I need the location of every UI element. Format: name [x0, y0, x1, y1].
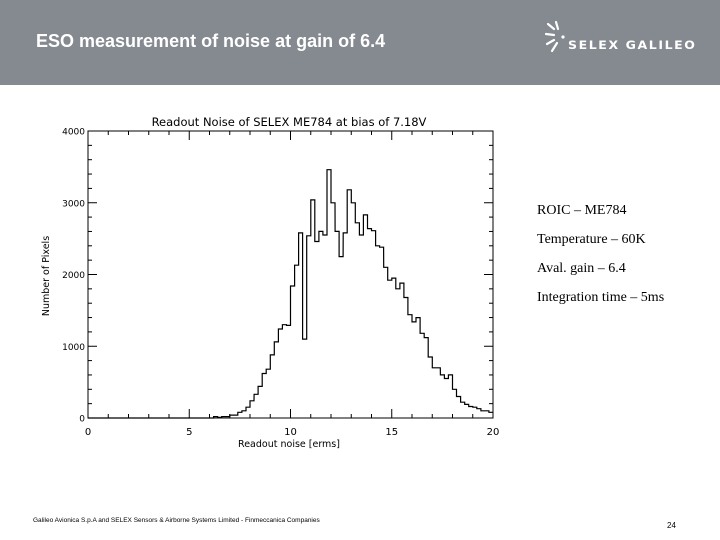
y-tick-label: 4000: [62, 128, 85, 138]
note-integration-time: Integration time – 5ms: [537, 290, 665, 305]
y-tick-label: 3000: [62, 199, 85, 209]
page-number: 24: [667, 521, 676, 530]
chart-title: Readout Noise of SELEX ME784 at bias of …: [152, 115, 427, 129]
note-roic: ROIC – ME784: [537, 203, 627, 218]
selex-galileo-logo: SELEX GALILEO: [544, 20, 714, 56]
x-tick-label: 0: [85, 427, 91, 438]
footer-text: Galileo Avionica S.p.A and SELEX Sensors…: [33, 517, 320, 524]
y-axis-label: Number of Pixels: [41, 236, 52, 316]
x-tick-label: 5: [186, 427, 192, 438]
y-tick-label: 1000: [62, 343, 85, 353]
x-tick-label: 20: [487, 427, 500, 438]
x-tick-label: 10: [284, 427, 297, 438]
plot-frame: [87, 130, 494, 419]
slide-header: ESO measurement of noise at gain of 6.4 …: [0, 0, 720, 85]
y-tick-label: 2000: [62, 271, 85, 281]
logo-text: SELEX GALILEO: [568, 38, 697, 52]
chart-svg: Readout Noise of SELEX ME784 at bias of …: [41, 115, 499, 450]
histogram-series: [88, 169, 493, 419]
measurement-notes: ROIC – ME784 Temperature – 60K Aval. gai…: [537, 202, 664, 318]
chart-axes: 0 5 10 15 20 0 1000 2000 3000 4000: [62, 128, 499, 439]
note-temperature: Temperature – 60K: [537, 232, 646, 247]
y-tick-label: 0: [79, 415, 85, 425]
x-axis-label: Readout noise [erms]: [238, 439, 340, 450]
slide-title: ESO measurement of noise at gain of 6.4: [36, 31, 386, 51]
histogram-chart: Readout Noise of SELEX ME784 at bias of …: [30, 108, 520, 458]
note-aval-gain: Aval. gain – 6.4: [537, 261, 626, 276]
starburst-icon: [544, 20, 565, 53]
x-tick-label: 15: [385, 427, 398, 438]
